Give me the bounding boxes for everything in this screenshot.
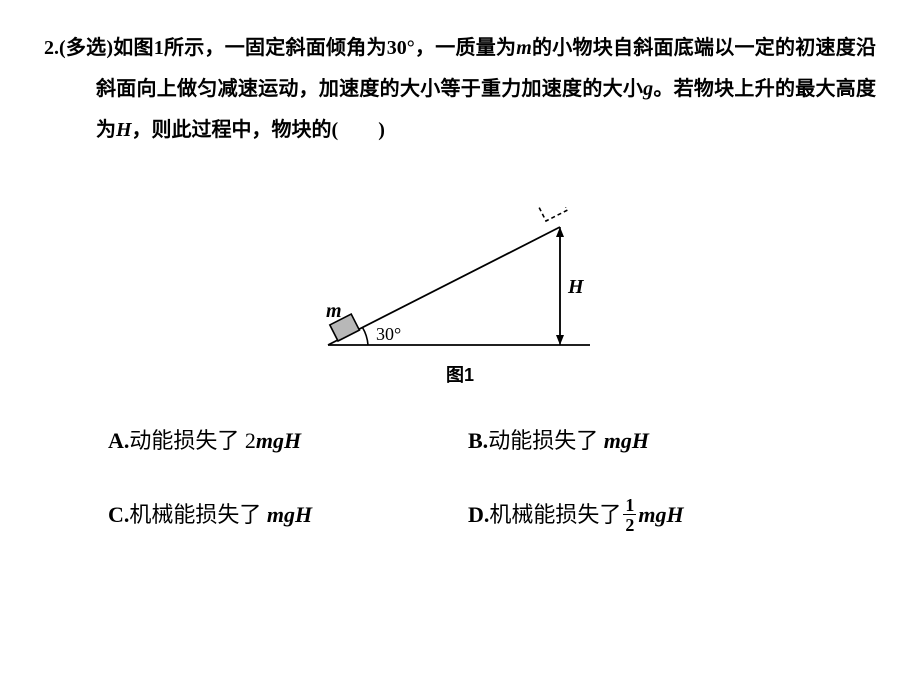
opt-B-label: B. bbox=[468, 428, 488, 453]
sym-g: g bbox=[643, 78, 653, 100]
opt-D-expr: mgH bbox=[638, 502, 683, 527]
options: A.动能损失了 2mgH B.动能损失了 mgH C.机械能损失了 mgH D.… bbox=[44, 423, 876, 536]
opt-A-label: A. bbox=[108, 428, 129, 453]
figure-caption: 图1 bbox=[446, 361, 474, 387]
height-marker bbox=[556, 227, 564, 345]
question-stem: 2.(多选)如图1所示，一固定斜面倾角为30°，一质量为m的小物块自斜面底端以一… bbox=[44, 28, 876, 151]
opt-C-text: 机械能损失了 bbox=[129, 502, 267, 527]
stem-line1b: 的小物块自斜面底端以一定的初 bbox=[532, 37, 816, 59]
opt-A-text: 动能损失了 2 bbox=[129, 428, 256, 453]
opt-C-expr: mgH bbox=[267, 502, 312, 527]
incline-diagram: 30° m H bbox=[310, 207, 610, 357]
option-D[interactable]: D.机械能损失了12mgH bbox=[468, 497, 828, 536]
option-B[interactable]: B.动能损失了 mgH bbox=[468, 423, 828, 455]
option-A[interactable]: A.动能损失了 2mgH bbox=[108, 423, 468, 455]
mass-label: m bbox=[326, 300, 342, 322]
angle-label: 30° bbox=[376, 324, 401, 344]
q-tag: (多选) bbox=[59, 37, 113, 59]
opt-C-label: C. bbox=[108, 502, 129, 527]
figure: 30° m H 图1 bbox=[44, 207, 876, 387]
opt-D-label: D. bbox=[468, 502, 489, 527]
opt-B-expr: mgH bbox=[604, 428, 649, 453]
angle-arc bbox=[363, 328, 369, 346]
stem-line2b: 。若物块上升 bbox=[653, 78, 775, 100]
fraction-half: 12 bbox=[623, 496, 636, 534]
sym-m: m bbox=[516, 37, 532, 59]
height-label: H bbox=[567, 276, 585, 298]
opt-D-text: 机械能损失了 bbox=[489, 502, 621, 527]
block-top-dashed bbox=[538, 207, 568, 221]
stem-line1a: 如图1所示，一固定斜面倾角为30°，一质量为 bbox=[113, 37, 516, 59]
triangle-hypotenuse bbox=[328, 227, 560, 345]
opt-B-text: 动能损失了 bbox=[488, 428, 604, 453]
q-number: 2. bbox=[44, 37, 59, 59]
sym-H: H bbox=[116, 119, 132, 141]
stem-line3b: ，则此过程中，物块的( ) bbox=[132, 119, 385, 141]
opt-A-expr: mgH bbox=[256, 428, 301, 453]
option-C[interactable]: C.机械能损失了 mgH bbox=[108, 497, 468, 536]
